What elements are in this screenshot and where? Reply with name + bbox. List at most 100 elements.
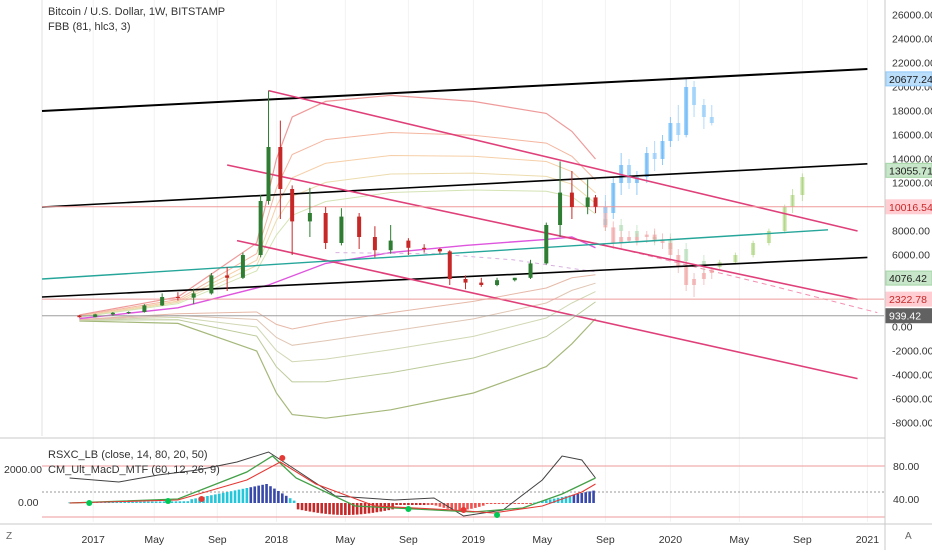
price-candle-body — [339, 216, 344, 243]
projection-red-candle-body — [634, 237, 639, 241]
price-candle-body — [593, 197, 598, 207]
trend-line[interactable] — [41, 256, 868, 298]
macd-histogram-bar — [284, 495, 288, 503]
price-candle-body — [266, 147, 271, 201]
macd-histogram-bar — [312, 503, 316, 513]
rsxc-indicator-label: RSXC_LB (close, 14, 80, 20, 50) — [48, 449, 208, 461]
price-candle-body — [77, 315, 82, 318]
macd-histogram-bar — [147, 501, 150, 503]
fbb-upper-band — [79, 189, 596, 318]
macd-histogram-bar — [320, 503, 324, 514]
x-tick-label: 2019 — [462, 534, 486, 546]
trend-line[interactable] — [236, 239, 858, 380]
macd-cross-dot — [494, 512, 501, 518]
chart-legend: Bitcoin / U.S. Dollar, 1W, BITSTAMP FBB … — [48, 5, 225, 35]
price-candle-body — [437, 249, 442, 252]
fbb-lower-band — [79, 274, 596, 330]
macd-histogram-bar — [178, 501, 182, 503]
projection-blue-candle-body — [603, 207, 608, 213]
price-candle-body — [258, 201, 263, 255]
macd-histogram-bar — [115, 501, 119, 503]
price-candle-body — [495, 280, 500, 285]
trend-line[interactable] — [41, 229, 829, 280]
macd-histogram-bar — [458, 503, 461, 510]
price-tag-label: 939.42 — [889, 311, 921, 323]
macd-histogram-bar — [162, 501, 166, 503]
x-tick-label: 2018 — [265, 534, 289, 546]
price-tag-box — [885, 162, 932, 178]
x-tick-label: May — [532, 534, 553, 546]
macd-histogram-bar — [127, 501, 130, 503]
macd-histogram-bar — [131, 501, 134, 503]
macd-histogram-bar — [277, 491, 280, 503]
macd-histogram-bar — [533, 502, 536, 504]
macd-histogram-bar — [541, 501, 544, 503]
y-tick-label: 14000.00 — [892, 154, 932, 166]
trend-line[interactable] — [41, 68, 868, 112]
macd-histogram-bar — [265, 484, 268, 503]
macd-histogram-bar — [434, 503, 438, 506]
price-candle-body — [447, 251, 452, 279]
auto-scale-toggle-a[interactable]: A — [905, 531, 912, 542]
sub-left-tick: 2000.00 — [4, 464, 42, 476]
projection-blue-candle-body — [709, 117, 714, 123]
macd-histogram-bar — [568, 495, 572, 503]
projection-green-candle-body — [800, 177, 805, 195]
projection-red-candle-body — [644, 234, 649, 237]
y-tick-label: -4000.00 — [892, 370, 932, 382]
macd-histogram-bar — [513, 503, 517, 504]
macd-histogram-bar — [253, 486, 257, 503]
macd-histogram-bar — [68, 502, 71, 504]
price-candle-body — [240, 255, 245, 278]
price-tag-box — [885, 308, 932, 324]
fbb-upper-band — [79, 154, 596, 317]
macd-histogram-bar — [143, 501, 146, 503]
macd-signal-line — [69, 461, 596, 514]
y-tick-label: 6000.00 — [892, 250, 930, 262]
macd-histogram-bar — [418, 503, 422, 505]
macd-cross-dot — [86, 500, 93, 506]
macd-histogram-bar — [206, 496, 209, 503]
price-candle-body — [558, 192, 563, 225]
fbb-lower-band — [79, 301, 596, 383]
rsxc-line — [69, 451, 596, 517]
trend-line[interactable] — [41, 163, 868, 208]
macd-histogram-bar — [186, 501, 190, 503]
sub-left-tick: 0.00 — [18, 497, 39, 509]
macd-cross-dot — [279, 455, 286, 461]
projection-red-candle-body — [652, 234, 657, 240]
y-tick-label: -2000.00 — [892, 346, 932, 358]
y-tick-label: 22000.00 — [892, 58, 932, 70]
macd-histogram-bar — [576, 493, 580, 503]
macd-histogram-bar — [371, 503, 375, 513]
projection-blue-candle-body — [644, 153, 649, 177]
y-tick-label: 8000.00 — [892, 226, 930, 238]
x-tick-label: 2020 — [659, 534, 683, 546]
macd-histogram-bar — [296, 503, 300, 510]
trend-line[interactable] — [268, 89, 858, 232]
macd-cross-dot — [198, 496, 205, 502]
macd-histogram-bar — [363, 503, 367, 514]
macd-histogram-bar — [481, 503, 485, 506]
trend-line[interactable] — [226, 164, 858, 301]
projection-red-candle-body — [627, 237, 632, 241]
price-candle-body — [357, 216, 362, 237]
price-candle-body — [406, 240, 411, 248]
sub-right-tick: 80.00 — [893, 461, 919, 473]
macd-histogram-bar — [466, 503, 469, 510]
macd-histogram-bar — [544, 500, 548, 503]
macd-histogram-bar — [422, 503, 426, 505]
price-tag: 4076.42 — [885, 270, 932, 286]
price-tag-box — [885, 199, 932, 215]
y-tick-label: 18000.00 — [892, 106, 932, 118]
macd-histogram-bar — [269, 486, 272, 503]
macd-histogram-bar — [521, 503, 524, 504]
projection-blue-candle-body — [660, 141, 665, 159]
zoom-toggle-z[interactable]: Z — [6, 531, 13, 542]
price-candle-body — [209, 275, 214, 294]
price-candle-body — [585, 197, 590, 207]
price-tag: 10016.54 — [885, 199, 932, 215]
y-tick-label: -6000.00 — [892, 394, 932, 406]
